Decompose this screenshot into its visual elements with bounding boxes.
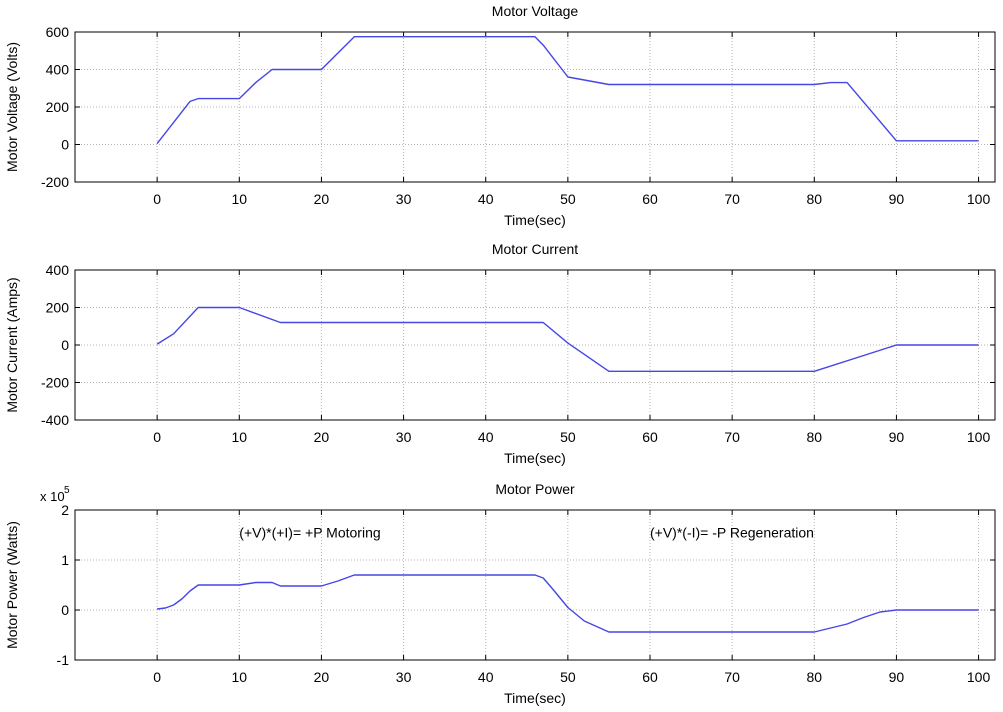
- x-tick-label: 80: [806, 669, 822, 685]
- x-tick-label: 80: [806, 429, 822, 445]
- x-tick-label: 10: [231, 191, 247, 207]
- annotation-label: (+V)*(-I)= -P Regeneration: [650, 525, 814, 541]
- axis-exponent-power: 5: [64, 485, 70, 496]
- x-tick-label: 100: [967, 191, 991, 207]
- y-tick-label: -200: [41, 174, 69, 190]
- chart-title: Motor Current: [492, 241, 578, 257]
- x-tick-label: 60: [642, 669, 658, 685]
- x-tick-label: 10: [231, 429, 247, 445]
- y-axis-label: Motor Power (Watts): [4, 521, 20, 649]
- x-tick-label: 30: [396, 669, 412, 685]
- x-tick-label: 20: [314, 429, 330, 445]
- series-line: [157, 574, 979, 633]
- x-tick-label: 70: [724, 429, 740, 445]
- x-tick-label: 60: [642, 191, 658, 207]
- x-tick-label: 0: [153, 191, 161, 207]
- x-tick-label: 20: [314, 669, 330, 685]
- y-tick-label: 0: [61, 337, 69, 353]
- y-tick-label: 1: [61, 552, 69, 568]
- x-tick-label: 40: [478, 429, 494, 445]
- y-tick-label: 0: [61, 602, 69, 618]
- x-tick-label: 30: [396, 191, 412, 207]
- y-tick-label: 400: [46, 62, 70, 78]
- y-tick-label: 200: [46, 99, 70, 115]
- chart-title: Motor Voltage: [492, 3, 579, 19]
- x-axis-label: Time(sec): [504, 690, 566, 706]
- y-tick-label: 2: [61, 502, 69, 518]
- y-tick-label: 0: [61, 137, 69, 153]
- x-tick-label: 100: [967, 669, 991, 685]
- axis-exponent-base: x 10: [40, 489, 65, 504]
- series-line: [156, 36, 979, 145]
- x-tick-label: 20: [314, 191, 330, 207]
- y-axis-label: Motor Voltage (Volts): [4, 42, 20, 172]
- annotation-label: (+V)*(+I)= +P Motoring: [239, 525, 380, 541]
- y-axis-label: Motor Current (Amps): [4, 277, 20, 412]
- x-tick-label: 30: [396, 429, 412, 445]
- x-tick-label: 70: [724, 669, 740, 685]
- x-tick-label: 90: [889, 669, 905, 685]
- x-axis-label: Time(sec): [504, 450, 566, 466]
- x-tick-label: 0: [153, 669, 161, 685]
- x-tick-label: 40: [478, 191, 494, 207]
- y-tick-label: 400: [46, 262, 70, 278]
- series-line: [156, 306, 979, 372]
- chart-title: Motor Power: [495, 481, 575, 497]
- y-tick-label: 600: [46, 24, 70, 40]
- x-tick-label: 80: [806, 191, 822, 207]
- chart-panel-2: 0 10 20 30 40 50 60 70 80 90 100 -400 -200 0 200 400 Mot…: [4, 241, 996, 466]
- x-tick-label: 40: [478, 669, 494, 685]
- y-tick-label: 200: [46, 300, 70, 316]
- y-tick-label: -1: [57, 652, 70, 668]
- x-tick-label: 100: [967, 429, 991, 445]
- x-tick-label: 10: [231, 669, 247, 685]
- y-tick-label: -200: [41, 375, 69, 391]
- x-tick-label: 60: [642, 429, 658, 445]
- x-axis-label: Time(sec): [504, 212, 566, 228]
- x-tick-label: 50: [560, 669, 576, 685]
- x-tick-label: 50: [560, 429, 576, 445]
- x-tick-label: 90: [889, 429, 905, 445]
- x-tick-label: 50: [560, 191, 576, 207]
- chart-panel-1: 0 10 20 30 40 50 60 70 80 90 100 -200 0 200 400 600 Moto…: [4, 3, 996, 228]
- x-tick-label: 90: [889, 191, 905, 207]
- x-tick-label: 70: [724, 191, 740, 207]
- y-tick-label: -400: [41, 412, 69, 428]
- x-tick-label: 0: [153, 429, 161, 445]
- chart-panel-3: 0 10 20 30 40 50 60 70 80 90 100 -1 0 1 2 (+V)*(+I)= +P…: [4, 481, 996, 706]
